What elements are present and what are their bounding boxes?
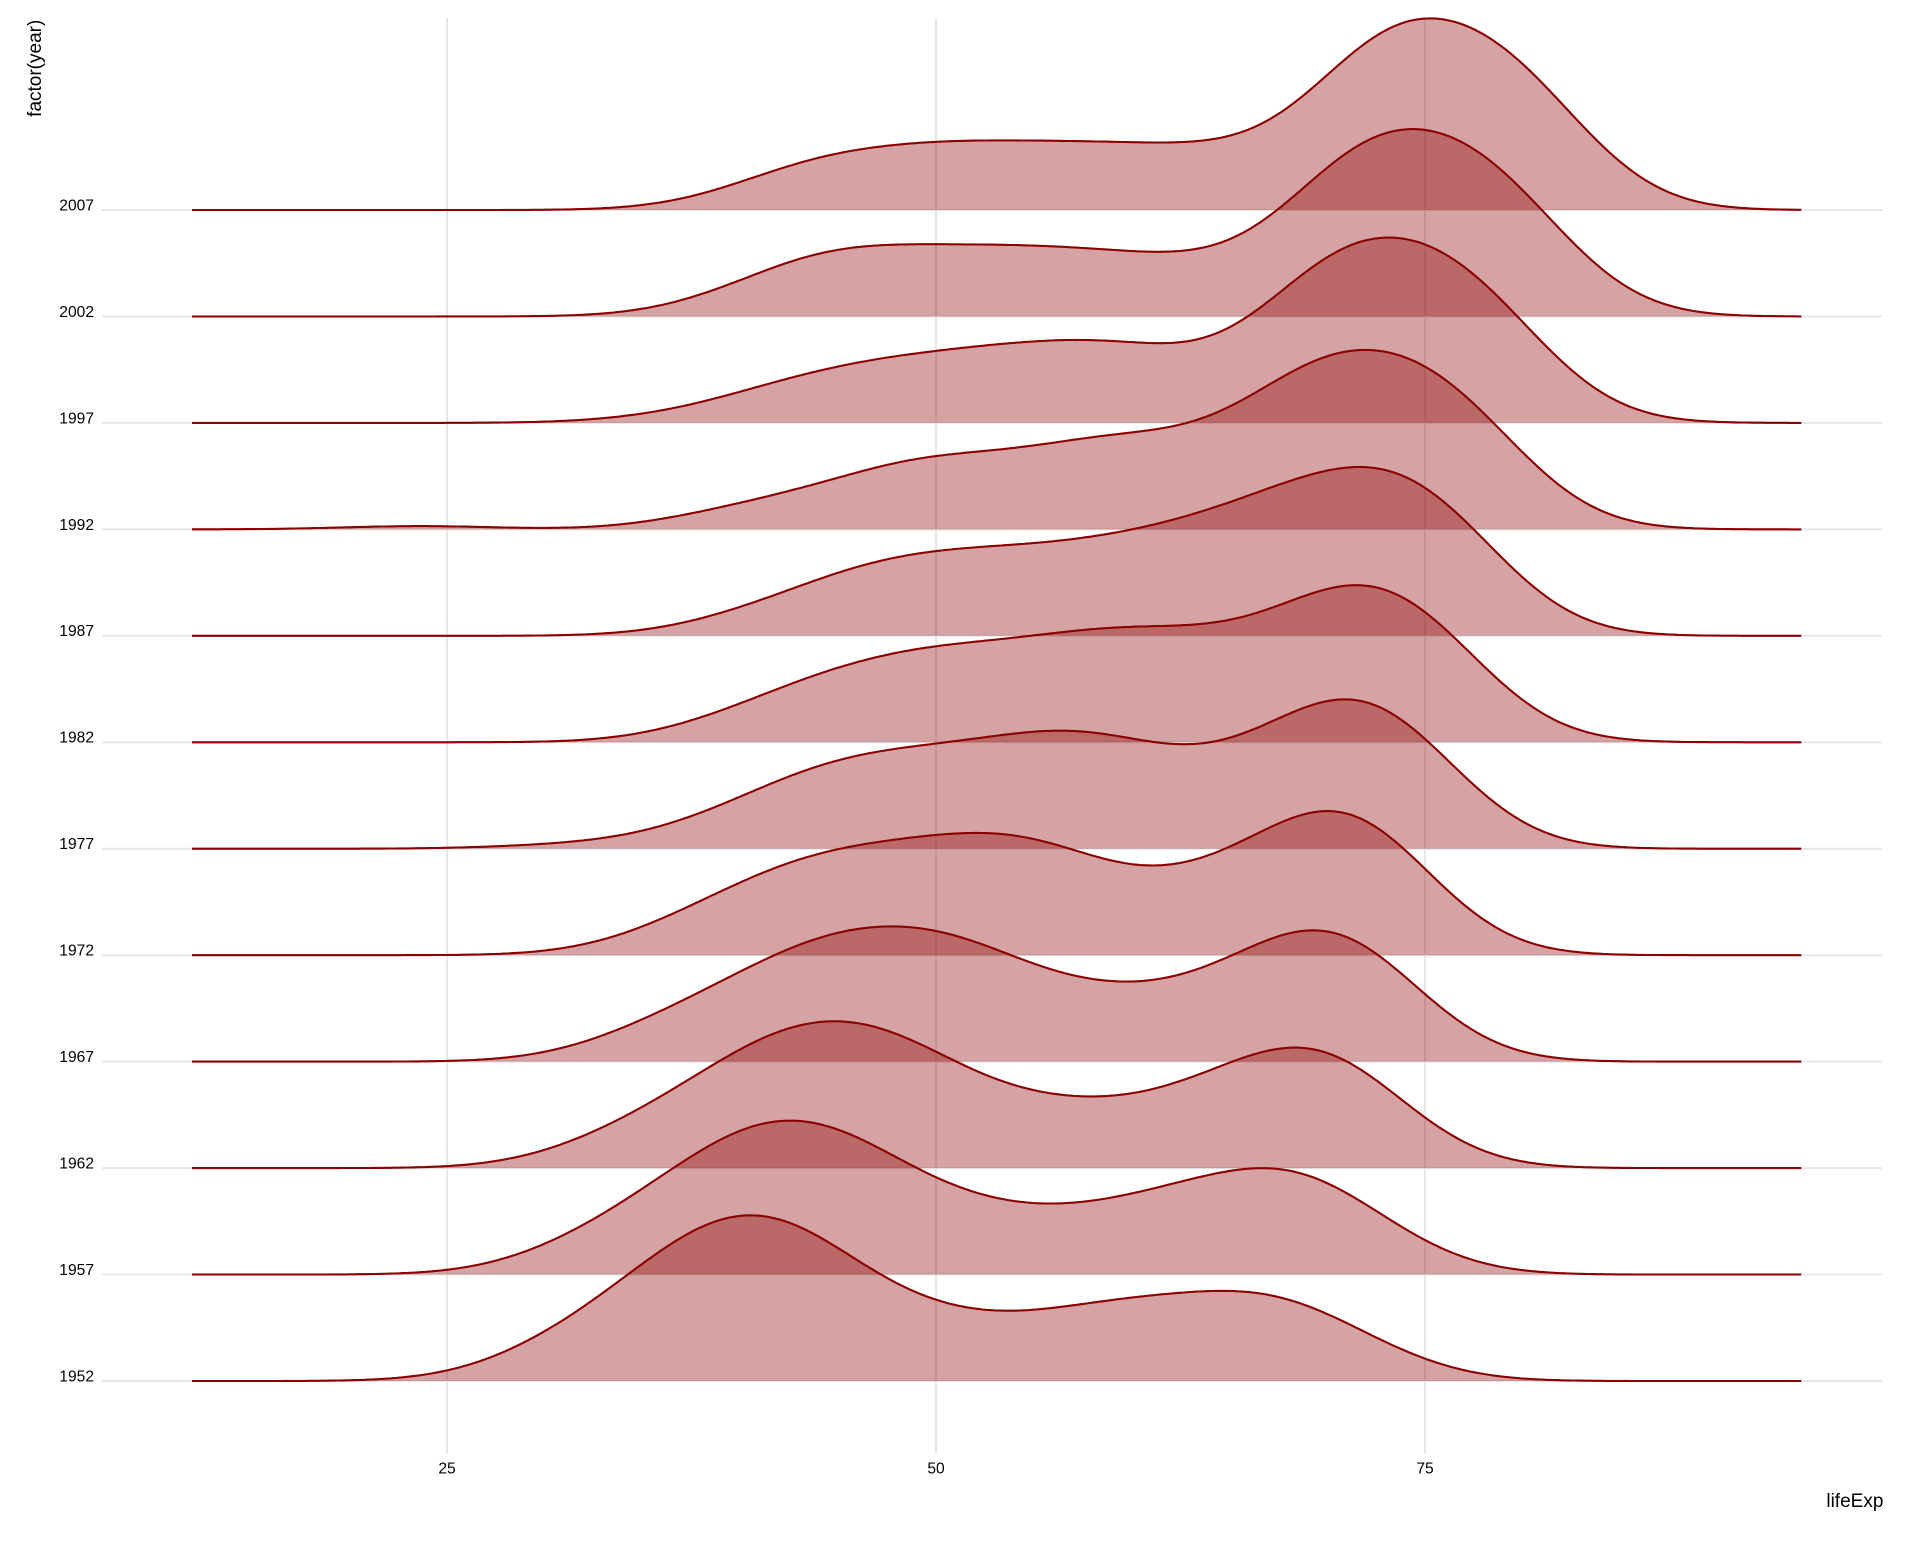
svg-text:1962: 1962 <box>59 1156 94 1173</box>
svg-text:1992: 1992 <box>59 517 94 534</box>
svg-text:1967: 1967 <box>59 1049 94 1066</box>
svg-text:50: 50 <box>927 1460 945 1477</box>
svg-text:25: 25 <box>438 1460 456 1477</box>
svg-text:2007: 2007 <box>59 197 94 214</box>
svg-text:1977: 1977 <box>59 836 94 853</box>
svg-text:lifeExp: lifeExp <box>1826 1491 1883 1512</box>
svg-text:1987: 1987 <box>59 623 94 640</box>
svg-text:2002: 2002 <box>59 304 94 321</box>
svg-text:1997: 1997 <box>59 410 94 427</box>
svg-text:75: 75 <box>1416 1460 1434 1477</box>
svg-text:1972: 1972 <box>59 943 94 960</box>
svg-text:1952: 1952 <box>59 1368 94 1385</box>
svg-text:1982: 1982 <box>59 730 94 747</box>
svg-text:1957: 1957 <box>59 1262 94 1279</box>
svg-text:factor(year): factor(year) <box>25 20 46 117</box>
